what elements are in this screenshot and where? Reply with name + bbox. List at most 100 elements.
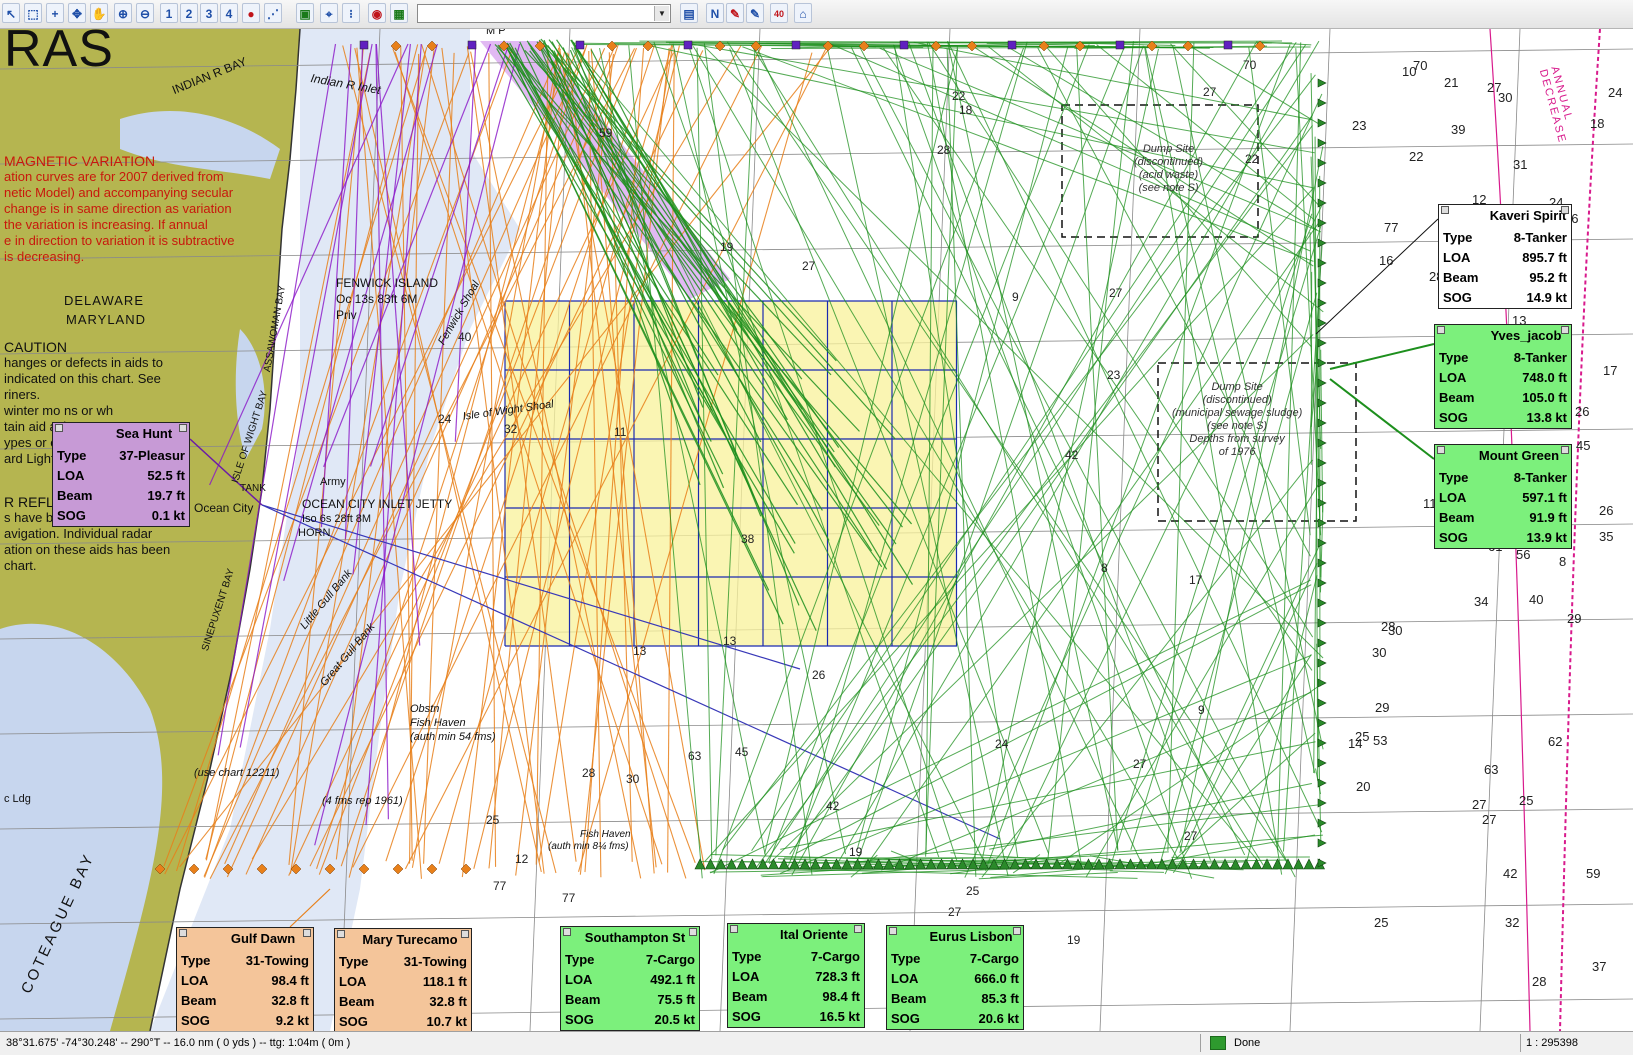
depth-sounding: 39 <box>1451 122 1465 137</box>
vessel-marker-icon <box>1318 619 1326 627</box>
depth-sounding: 25 <box>486 813 500 827</box>
close-icon[interactable] <box>1561 206 1569 214</box>
layers-button[interactable]: ▣ <box>296 3 314 23</box>
vessel-marker-icon <box>1318 819 1326 827</box>
tracks-button[interactable]: ⋰ <box>264 3 282 23</box>
caution-line: riners. <box>4 387 163 403</box>
vessel-marker-icon <box>1318 119 1326 127</box>
dump-line: (acid waste) <box>1134 169 1203 182</box>
scale-40-button[interactable]: 40 <box>770 3 788 23</box>
close-icon[interactable] <box>303 929 311 937</box>
chevron-down-icon[interactable]: ▼ <box>654 6 669 21</box>
close-icon[interactable] <box>461 930 469 938</box>
depth-sounding: 42 <box>826 799 840 813</box>
depth-sounding: 21 <box>1444 75 1458 90</box>
caution-line: hanges or defects in aids to <box>4 355 163 371</box>
vessel-marker-icon <box>1318 259 1326 267</box>
vessel-marker-icon <box>1318 679 1326 687</box>
loa-value: 597.1 ft <box>1522 488 1567 508</box>
type-label: Type <box>339 952 368 972</box>
popup-pin-icon[interactable] <box>889 927 897 935</box>
popup-pin-icon[interactable] <box>179 929 187 937</box>
close-icon[interactable] <box>1561 326 1569 334</box>
table-button[interactable]: ▤ <box>680 3 698 23</box>
grid-record-button[interactable]: ▦ <box>390 3 408 23</box>
home-button[interactable]: ⌂ <box>794 3 812 23</box>
nautical-chart-map[interactable]: 2825282728302725303230312929272721248161… <box>0 29 1633 1031</box>
depth-sounding: 27 <box>1109 286 1123 300</box>
depth-sounding: 30 <box>626 772 640 786</box>
waypoint-button[interactable]: ⁝ <box>342 3 360 23</box>
view-3-button[interactable]: 3 <box>200 3 218 23</box>
close-icon[interactable] <box>1561 446 1569 454</box>
pan-cross-button[interactable]: ✥ <box>68 3 86 23</box>
close-icon[interactable] <box>1013 927 1021 935</box>
popup-pin-icon[interactable] <box>337 930 345 938</box>
chart-canvas[interactable]: 2825282728302725303230312929272721248161… <box>0 29 1633 1031</box>
vessel-name: Sea Hunt <box>53 423 189 446</box>
vessel-marker-icon <box>1318 399 1326 407</box>
depth-sounding: 22 <box>1245 152 1259 166</box>
stop-button[interactable]: ◉ <box>368 3 386 23</box>
popup-pin-icon[interactable] <box>1441 206 1449 214</box>
popup-pin-icon[interactable] <box>1437 326 1445 334</box>
close-icon[interactable] <box>689 928 697 936</box>
type-label: Type <box>57 446 86 466</box>
sog-label: SOG <box>57 506 86 526</box>
view-1-button[interactable]: 1 <box>160 3 178 23</box>
crosshair-button[interactable]: + <box>46 3 64 23</box>
depth-sounding: 19 <box>720 240 734 254</box>
depth-sounding: 25 <box>1519 793 1533 808</box>
fenwick-light-characteristics: Oc 13s 83ft 6M <box>336 292 417 306</box>
zoom-rect-button[interactable]: ⬚ <box>24 3 42 23</box>
popup-pin-icon[interactable] <box>563 928 571 936</box>
close-icon[interactable] <box>854 925 862 933</box>
chart-selector-dropdown[interactable]: ▼ <box>417 4 671 23</box>
hand-pan-button[interactable]: ✋ <box>90 3 108 23</box>
settings-button[interactable]: ✎ <box>746 3 764 23</box>
magnetic-line: is decreasing. <box>4 249 235 265</box>
status-separator <box>1200 1034 1201 1052</box>
caution-line: winter mo ns or wh <box>4 403 163 419</box>
close-icon[interactable] <box>179 424 187 432</box>
zoom-in-button[interactable]: ⊕ <box>114 3 132 23</box>
popup-pin-icon[interactable] <box>1437 446 1445 454</box>
vessel-marker-icon <box>779 859 789 869</box>
edit-button[interactable]: ✎ <box>726 3 744 23</box>
zoom-out-button[interactable]: ⊖ <box>136 3 154 23</box>
view-2-button[interactable]: 2 <box>180 3 198 23</box>
place-label-fenwick-island: FENWICK ISLAND <box>336 276 438 290</box>
depth-sounding: 30 <box>1388 623 1402 638</box>
type-value: 8-Tanker <box>1514 348 1567 368</box>
depth-sounding: 26 <box>812 668 826 682</box>
depth-sounding: 18 <box>959 103 973 117</box>
beam-value: 19.7 ft <box>147 486 185 506</box>
marker-button[interactable]: ● <box>242 3 260 23</box>
north-up-button[interactable]: N <box>706 3 724 23</box>
select-arrow-button[interactable]: ↖ <box>2 3 20 23</box>
popup-pin-icon[interactable] <box>55 424 63 432</box>
depth-sounding: 32 <box>1505 915 1519 930</box>
sog-value: 9.2 kt <box>276 1011 309 1031</box>
view-4-button[interactable]: 4 <box>220 3 238 23</box>
depth-sounding: 29 <box>1375 700 1389 715</box>
route-button[interactable]: ⌖ <box>320 3 338 23</box>
popup-pin-icon[interactable] <box>730 925 738 933</box>
vessel-marker-icon <box>737 859 747 869</box>
